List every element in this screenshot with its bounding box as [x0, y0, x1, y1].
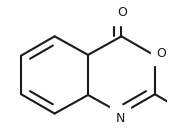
Text: O: O — [117, 6, 127, 19]
Text: O: O — [157, 47, 167, 60]
Text: N: N — [115, 112, 125, 124]
